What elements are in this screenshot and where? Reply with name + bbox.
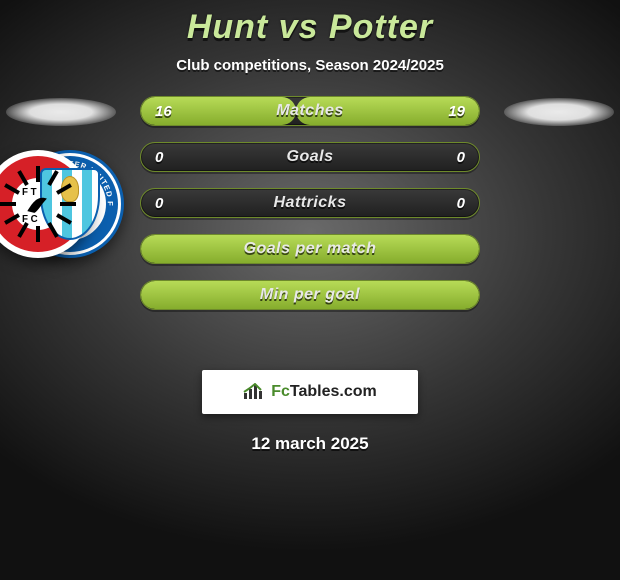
page-title: Hunt vs Potter: [0, 0, 620, 47]
stat-bar: Min per goal: [140, 280, 480, 310]
stat-value-left: 16: [155, 97, 172, 125]
player-shadow-left: [6, 98, 116, 126]
stat-bars: Matches1619Goals00Hattricks00Goals per m…: [140, 96, 480, 326]
stat-bar: Matches16 19: [140, 96, 480, 126]
crest-center-mark: F T F C: [0, 156, 86, 252]
stat-bar: Hattricks0 0: [140, 188, 480, 218]
svg-text:F T: F T: [22, 187, 37, 198]
svg-text:F C: F C: [22, 214, 38, 225]
stat-value-left: 0: [155, 189, 163, 217]
stat-label: Min per goal: [141, 281, 479, 309]
stat-bar: Goals per match: [140, 234, 480, 264]
bar-chart-icon: [243, 383, 265, 401]
card: Hunt vs Potter Club competitions, Season…: [0, 0, 620, 454]
stat-label: Hattricks: [141, 189, 479, 217]
branding-badge: FcTables.com: [202, 370, 418, 414]
branding-label: Tables.com: [290, 383, 377, 400]
date-text: 12 march 2025: [0, 434, 620, 454]
stat-label: Matches: [141, 97, 479, 125]
stat-value-right: 0: [457, 143, 465, 171]
stat-label: Goals: [141, 143, 479, 171]
branding-text: FcTables.com: [271, 383, 377, 401]
stat-label: Goals per match: [141, 235, 479, 263]
club-crest-right: F T F C: [0, 150, 92, 258]
comparison-area: COLCHESTER UNITED FC F T F C: [0, 96, 620, 356]
stat-value-right: 0: [457, 189, 465, 217]
subtitle: Club competitions, Season 2024/2025: [0, 57, 620, 74]
player-shadow-right: [504, 98, 614, 126]
stat-value-left: 0: [155, 143, 163, 171]
stat-value-right: 19: [448, 97, 465, 125]
stat-bar: Goals0 0: [140, 142, 480, 172]
